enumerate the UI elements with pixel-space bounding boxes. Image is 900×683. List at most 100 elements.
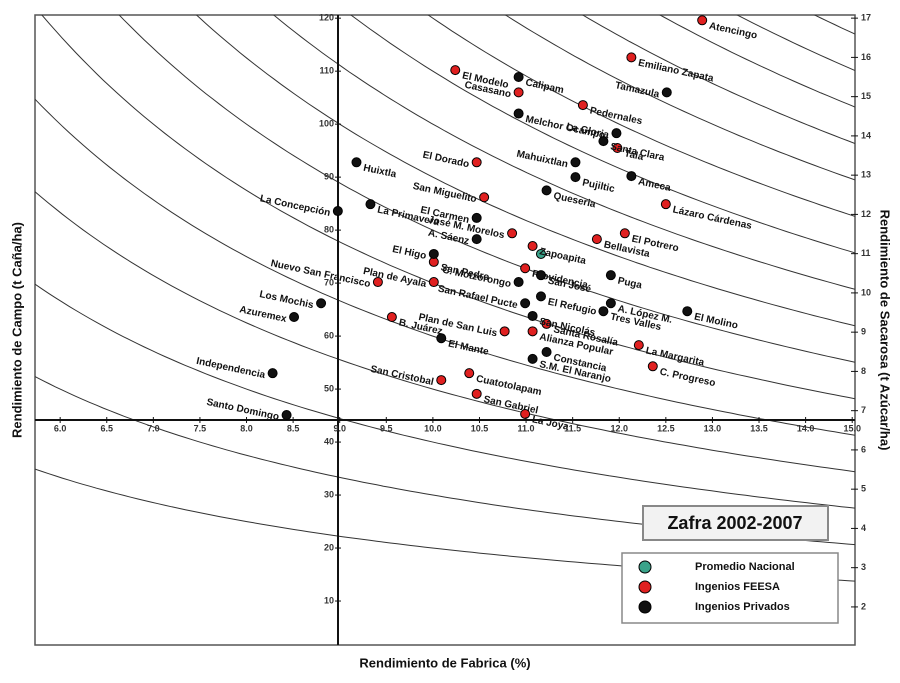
point bbox=[513, 87, 524, 98]
isoline bbox=[41, 15, 855, 400]
point bbox=[619, 228, 630, 239]
point bbox=[386, 312, 397, 323]
y2-tick-label: 4 bbox=[861, 523, 866, 533]
legend-swatch bbox=[638, 600, 652, 614]
y2-tick-label: 2 bbox=[861, 601, 866, 611]
y2-tick-label: 7 bbox=[861, 405, 866, 415]
y2-tick-label: 15 bbox=[861, 91, 871, 101]
isoline bbox=[504, 15, 855, 181]
x-tick-label: 6.5 bbox=[100, 423, 113, 433]
point bbox=[332, 206, 343, 217]
y-axis-title: Rendimiento de Campo (t Caña/ha) bbox=[9, 222, 24, 438]
y-tick-label: 70 bbox=[324, 277, 334, 287]
y2-tick-label: 13 bbox=[861, 170, 871, 180]
point bbox=[626, 52, 637, 63]
annotation-box bbox=[642, 505, 829, 541]
x-tick-label: 8.5 bbox=[287, 423, 300, 433]
annotation: Zafra 2002-2007 bbox=[667, 513, 802, 533]
point bbox=[436, 333, 447, 344]
legend-swatch bbox=[638, 580, 652, 594]
y2-tick-label: 3 bbox=[861, 562, 866, 572]
point bbox=[633, 340, 644, 351]
point bbox=[541, 346, 552, 357]
legend-label: Ingenios FEESA bbox=[695, 581, 780, 593]
point bbox=[570, 172, 581, 183]
isoline bbox=[35, 283, 855, 509]
point bbox=[611, 128, 622, 139]
point bbox=[647, 361, 658, 372]
x-tick-label: 13.5 bbox=[750, 423, 768, 433]
point bbox=[428, 248, 439, 259]
isoline bbox=[350, 15, 855, 254]
point bbox=[281, 410, 292, 421]
point bbox=[471, 234, 482, 245]
point bbox=[527, 326, 538, 337]
point bbox=[471, 157, 482, 168]
point bbox=[591, 234, 602, 245]
x-tick-label: 11.0 bbox=[518, 423, 535, 433]
point bbox=[535, 270, 546, 281]
x-tick-label: 10.5 bbox=[471, 423, 489, 433]
point bbox=[527, 310, 538, 321]
y-tick-label: 90 bbox=[324, 172, 334, 182]
y-tick-label: 40 bbox=[324, 436, 334, 446]
point bbox=[436, 375, 447, 386]
isoline bbox=[35, 191, 855, 473]
point bbox=[513, 71, 524, 82]
point bbox=[471, 212, 482, 223]
y-tick-label: 20 bbox=[324, 542, 334, 552]
isoline bbox=[195, 15, 855, 327]
x-tick-label: 6.0 bbox=[54, 423, 67, 433]
point bbox=[661, 87, 672, 98]
point bbox=[520, 408, 531, 419]
legend-box bbox=[621, 552, 839, 624]
y2-tick-label: 9 bbox=[861, 327, 866, 337]
x-tick-label: 15.0 bbox=[843, 423, 861, 433]
y2-tick-label: 6 bbox=[861, 444, 866, 454]
y2-tick-label: 14 bbox=[861, 130, 871, 140]
y2-axis-title: Rendimiento de Sacarosa (t Azúcar/ha) bbox=[878, 210, 893, 451]
point bbox=[372, 277, 383, 288]
y2-tick-label: 11 bbox=[861, 248, 871, 258]
isoline bbox=[427, 15, 855, 217]
point bbox=[365, 199, 376, 210]
x-tick-label: 7.5 bbox=[194, 423, 207, 433]
x-tick-label: 9.0 bbox=[333, 423, 346, 433]
y-tick-label: 120 bbox=[319, 13, 334, 23]
point bbox=[605, 298, 616, 309]
isoline bbox=[581, 15, 855, 144]
point bbox=[697, 15, 708, 26]
y-tick-label: 80 bbox=[324, 224, 334, 234]
point bbox=[513, 277, 524, 288]
x-tick-label: 10.0 bbox=[424, 423, 442, 433]
point bbox=[316, 298, 327, 309]
point bbox=[541, 318, 552, 329]
point bbox=[612, 142, 623, 153]
point bbox=[541, 185, 552, 196]
point bbox=[570, 157, 581, 168]
isoline bbox=[272, 15, 855, 290]
x-axis-title: Rendimiento de Fabrica (%) bbox=[359, 655, 530, 670]
isoline bbox=[659, 15, 855, 108]
y2-tick-label: 16 bbox=[861, 52, 871, 62]
y-tick-label: 50 bbox=[324, 383, 334, 393]
y-tick-label: 30 bbox=[324, 489, 334, 499]
point bbox=[464, 368, 475, 379]
point bbox=[289, 312, 300, 323]
y2-tick-label: 5 bbox=[861, 484, 866, 494]
y2-tick-label: 10 bbox=[861, 287, 871, 297]
x-tick-label: 13.0 bbox=[704, 423, 722, 433]
point bbox=[527, 241, 538, 252]
isoline bbox=[118, 15, 855, 363]
point bbox=[507, 228, 518, 239]
point bbox=[682, 306, 693, 317]
point bbox=[598, 136, 609, 147]
y-tick-label: 10 bbox=[324, 595, 334, 605]
y2-tick-label: 12 bbox=[861, 209, 871, 219]
x-tick-label: 9.5 bbox=[380, 423, 393, 433]
point bbox=[499, 326, 510, 337]
point bbox=[520, 298, 531, 309]
point bbox=[267, 368, 278, 379]
